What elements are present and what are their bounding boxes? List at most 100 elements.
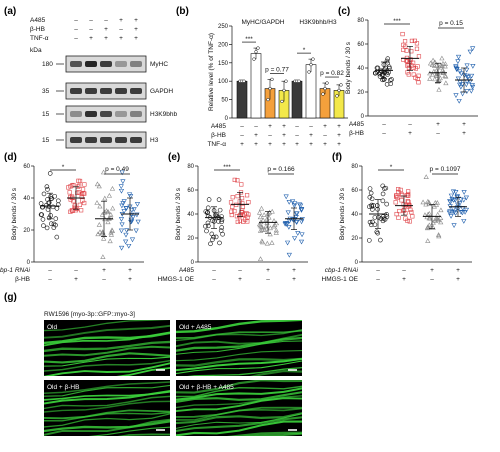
muscle-fiber	[44, 420, 170, 433]
data-point	[44, 202, 49, 208]
muscle-fiber	[44, 362, 170, 376]
data-point	[118, 184, 124, 190]
data-point	[259, 224, 265, 230]
group-title: H3K9bhb/H3	[299, 19, 337, 26]
data-point	[411, 72, 416, 77]
data-point	[230, 204, 235, 209]
data-point	[325, 81, 329, 85]
data-point	[416, 73, 421, 78]
data-point	[309, 62, 313, 67]
data-point	[232, 209, 237, 214]
data-point	[261, 227, 268, 232]
sig-stars: *	[390, 164, 393, 171]
data-point	[464, 73, 470, 79]
micrograph-title: Old	[47, 324, 58, 331]
data-point	[413, 66, 418, 71]
y-tick-label: 0	[361, 114, 365, 120]
data-point	[453, 64, 459, 69]
data-point	[106, 192, 112, 198]
data-point	[395, 195, 400, 200]
data-point	[406, 72, 411, 77]
data-point	[257, 256, 264, 261]
data-point	[68, 184, 73, 189]
data-point	[119, 222, 125, 228]
data-point	[457, 201, 463, 206]
blot-band	[70, 88, 82, 94]
data-point	[427, 215, 433, 221]
data-point	[216, 197, 222, 202]
y-tick-label: 60	[187, 188, 194, 194]
data-point	[254, 50, 258, 54]
data-point	[464, 89, 470, 95]
p-value: p = 0.82	[320, 70, 344, 77]
data-point	[368, 190, 374, 196]
treatment-sign: +	[462, 121, 466, 128]
data-point	[335, 94, 339, 98]
data-point	[440, 60, 446, 66]
treatment-sign: –	[430, 276, 434, 283]
data-point	[460, 91, 466, 97]
muscle-fiber	[176, 395, 302, 409]
data-point	[105, 219, 111, 225]
data-point	[126, 192, 133, 198]
data-point	[209, 231, 215, 237]
data-point	[376, 215, 381, 220]
treatment-sign: –	[376, 267, 380, 274]
treatment-label: A485	[179, 267, 195, 274]
data-point	[453, 190, 459, 195]
treatment-sign: +	[119, 17, 123, 24]
treatment-sign: –	[48, 267, 52, 274]
data-point	[470, 63, 476, 69]
treatment-label: TNF-α	[207, 141, 226, 148]
treatment-sign: –	[212, 267, 216, 274]
data-point	[406, 189, 411, 194]
data-point	[384, 214, 390, 219]
data-point	[75, 190, 80, 195]
data-point	[372, 222, 378, 228]
micrograph-title: Old + β-HB	[47, 384, 79, 391]
data-point	[443, 80, 449, 86]
treatment-sign: +	[240, 141, 244, 148]
strain-label: RW1596 [myo-3p::GFP::myo-3]	[44, 311, 135, 318]
treatment-sign: +	[268, 141, 272, 148]
data-point	[411, 65, 416, 70]
data-point	[405, 59, 410, 64]
data-point	[108, 229, 114, 235]
data-point	[438, 219, 444, 225]
treatment-sign: +	[309, 141, 313, 148]
data-point	[456, 98, 462, 104]
micrograph-fibers	[44, 381, 170, 436]
data-point	[464, 63, 470, 69]
data-point	[469, 83, 475, 88]
data-point	[208, 241, 213, 247]
treatment-label: A485	[349, 121, 365, 128]
data-point	[388, 81, 394, 87]
kda-marker: 15	[42, 137, 50, 144]
muscle-fiber	[176, 407, 302, 421]
data-point	[404, 202, 409, 208]
kda-marker: 180	[42, 61, 53, 68]
data-point	[134, 212, 140, 218]
data-point	[409, 63, 414, 68]
blot-band	[130, 88, 142, 94]
data-point	[282, 88, 286, 93]
muscle-fiber	[176, 340, 302, 355]
y-axis-label: Relative level (% of TNF-α)	[208, 33, 215, 111]
data-point	[256, 209, 263, 215]
treatment-sign: –	[402, 267, 406, 274]
data-point	[123, 232, 129, 238]
data-point	[430, 57, 436, 63]
data-point	[284, 240, 291, 246]
data-point	[118, 188, 125, 194]
y-tick-label: 60	[23, 164, 30, 170]
p-value: p = 0.15	[439, 20, 463, 27]
data-point	[394, 193, 399, 198]
treatment-sign: +	[309, 132, 313, 139]
data-point	[434, 216, 441, 221]
data-point	[435, 211, 441, 217]
data-point	[213, 234, 219, 240]
data-point	[286, 252, 292, 258]
y-axis-label: Body bends / 30 s	[175, 187, 182, 240]
panel-label-d: (d)	[4, 152, 17, 163]
data-point	[126, 243, 132, 249]
